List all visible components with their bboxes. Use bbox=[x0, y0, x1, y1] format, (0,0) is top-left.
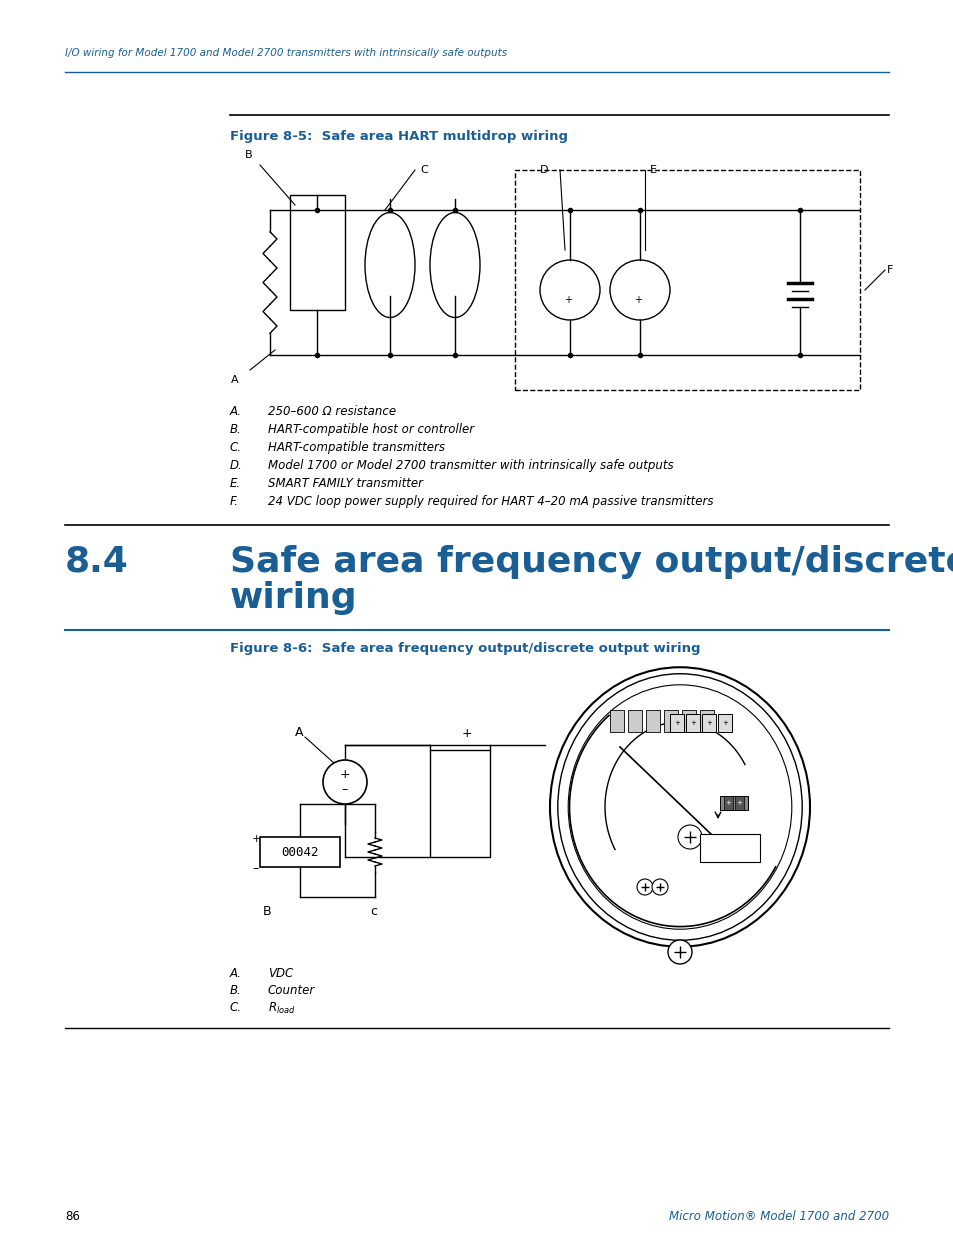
Text: –: – bbox=[252, 862, 258, 876]
Bar bbox=[627, 710, 641, 732]
Text: A.: A. bbox=[230, 967, 242, 981]
Bar bbox=[734, 797, 743, 810]
Text: +: + bbox=[736, 800, 741, 806]
Bar bbox=[663, 710, 678, 732]
Text: Model 1700 or Model 2700 transmitter with intrinsically safe outputs: Model 1700 or Model 2700 transmitter wit… bbox=[268, 459, 673, 472]
Text: C.: C. bbox=[230, 1002, 242, 1014]
Text: B.: B. bbox=[230, 424, 241, 436]
Text: wiring: wiring bbox=[230, 580, 357, 615]
Text: VDC: VDC bbox=[268, 967, 293, 981]
Text: Figure 8-5:  Safe area HART multidrop wiring: Figure 8-5: Safe area HART multidrop wir… bbox=[230, 130, 567, 143]
Text: Counter: Counter bbox=[268, 984, 314, 997]
Bar bbox=[645, 710, 659, 732]
Text: A: A bbox=[294, 725, 303, 739]
Text: HART-compatible host or controller: HART-compatible host or controller bbox=[268, 424, 474, 436]
Bar bbox=[290, 195, 345, 310]
Text: R$_{load}$: R$_{load}$ bbox=[268, 1002, 295, 1016]
Ellipse shape bbox=[572, 690, 786, 924]
Text: D: D bbox=[539, 165, 548, 175]
Text: +: + bbox=[252, 834, 261, 844]
Text: Figure 8-6:  Safe area frequency output/discrete output wiring: Figure 8-6: Safe area frequency output/d… bbox=[230, 642, 700, 655]
Bar bbox=[723, 797, 732, 810]
Bar bbox=[685, 714, 700, 732]
Text: 00042: 00042 bbox=[281, 846, 318, 858]
Circle shape bbox=[637, 879, 652, 895]
Text: c: c bbox=[370, 905, 376, 918]
Text: A: A bbox=[231, 375, 238, 385]
Text: 8.4: 8.4 bbox=[65, 545, 129, 579]
Text: +: + bbox=[674, 720, 679, 726]
Text: C.: C. bbox=[230, 441, 242, 454]
Text: 24 VDC loop power supply required for HART 4–20 mA passive transmitters: 24 VDC loop power supply required for HA… bbox=[268, 495, 713, 508]
Bar bbox=[718, 714, 731, 732]
Bar bbox=[609, 710, 623, 732]
Text: +: + bbox=[563, 295, 572, 305]
Ellipse shape bbox=[558, 674, 801, 940]
Circle shape bbox=[678, 825, 701, 848]
Text: D.: D. bbox=[230, 459, 242, 472]
Text: F: F bbox=[886, 266, 892, 275]
Text: A.: A. bbox=[230, 405, 242, 417]
Bar bbox=[700, 834, 760, 862]
Text: Safe area frequency output/discrete output: Safe area frequency output/discrete outp… bbox=[230, 545, 953, 579]
Text: B: B bbox=[263, 905, 272, 918]
Text: +: + bbox=[724, 800, 730, 806]
Text: 86: 86 bbox=[65, 1210, 80, 1223]
Bar bbox=[681, 710, 696, 732]
Text: +: + bbox=[721, 720, 727, 726]
Bar bbox=[720, 797, 747, 810]
Bar bbox=[515, 170, 859, 390]
Text: HART-compatible transmitters: HART-compatible transmitters bbox=[268, 441, 444, 454]
Text: +: + bbox=[689, 720, 695, 726]
Text: +: + bbox=[339, 768, 350, 782]
Ellipse shape bbox=[550, 667, 809, 947]
Text: 250–600 Ω resistance: 250–600 Ω resistance bbox=[268, 405, 395, 417]
Circle shape bbox=[651, 879, 667, 895]
Circle shape bbox=[667, 940, 691, 965]
Ellipse shape bbox=[568, 684, 791, 929]
Text: F.: F. bbox=[230, 495, 239, 508]
Bar bbox=[430, 750, 490, 857]
Text: +: + bbox=[634, 295, 641, 305]
Text: +: + bbox=[461, 727, 472, 740]
Text: B.: B. bbox=[230, 984, 241, 997]
Bar bbox=[260, 837, 339, 867]
Bar bbox=[669, 714, 683, 732]
Text: –: – bbox=[437, 776, 444, 788]
Text: SMART FAMILY transmitter: SMART FAMILY transmitter bbox=[268, 477, 422, 490]
Circle shape bbox=[323, 760, 367, 804]
Text: C: C bbox=[419, 165, 427, 175]
Text: B: B bbox=[245, 149, 253, 161]
Text: I/O wiring for Model 1700 and Model 2700 transmitters with intrinsically safe ou: I/O wiring for Model 1700 and Model 2700… bbox=[65, 48, 507, 58]
Text: Micro Motion® Model 1700 and 2700: Micro Motion® Model 1700 and 2700 bbox=[668, 1210, 888, 1223]
Text: E: E bbox=[649, 165, 657, 175]
Text: –: – bbox=[341, 783, 348, 797]
Text: E.: E. bbox=[230, 477, 241, 490]
Bar bbox=[701, 714, 716, 732]
Text: +: + bbox=[705, 720, 711, 726]
Bar bbox=[700, 710, 713, 732]
